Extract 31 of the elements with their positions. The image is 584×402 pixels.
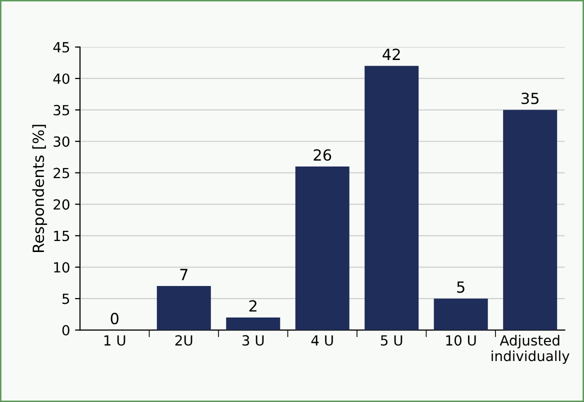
y-tick-label: 35 — [54, 104, 70, 116]
bar — [226, 317, 280, 330]
y-tick-label: 40 — [53, 73, 70, 84]
x-tick-label: 4 U — [311, 335, 333, 346]
x-tick-label: 5 U — [380, 335, 402, 346]
x-tick-label: 10 U — [446, 335, 476, 346]
bar — [503, 110, 558, 330]
y-tick-label: 5 — [62, 294, 70, 304]
bar — [434, 298, 488, 330]
x-tick-label: Adjusted individually — [492, 334, 570, 364]
data-label: 26 — [314, 149, 332, 161]
x-tick-label: 3 U — [242, 335, 264, 346]
data-label: 5 — [457, 282, 464, 293]
data-label: 35 — [522, 92, 538, 104]
y-tick-label: 25 — [54, 168, 70, 178]
y-tick-label: 0 — [62, 325, 70, 336]
bar — [156, 286, 211, 330]
data-label: 0 — [110, 312, 118, 324]
bar — [364, 66, 419, 330]
y-axis-title: Respondents [%] — [32, 124, 48, 252]
y-tick-label: 10 — [54, 262, 70, 273]
x-tick-label: 2U — [175, 335, 192, 346]
data-label: 7 — [180, 268, 188, 280]
data-label: 2 — [249, 300, 256, 312]
y-tick-label: 20 — [54, 199, 70, 210]
y-tick-label: 15 — [54, 230, 70, 242]
bar — [295, 166, 350, 330]
y-tick-label: 45 — [53, 42, 70, 53]
y-tick-label: 30 — [54, 136, 70, 147]
data-label: 42 — [382, 48, 400, 60]
x-tick-label: 1 U — [104, 335, 126, 346]
